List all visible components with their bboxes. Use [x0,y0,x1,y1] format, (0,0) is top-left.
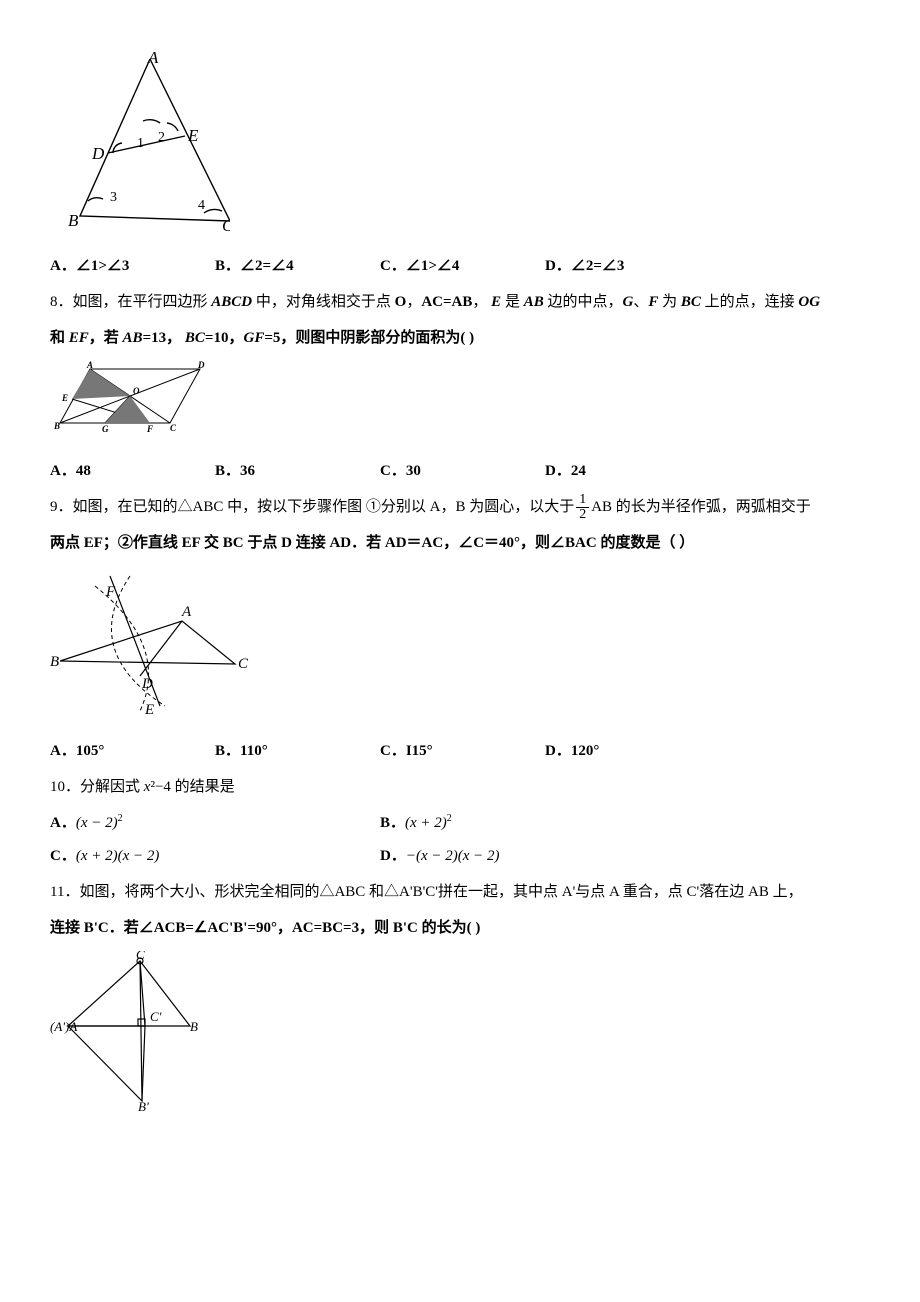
svg-text:B: B [190,1019,198,1034]
q7-figure: A D E B C 1 2 3 4 [50,51,870,244]
svg-text:B: B [50,654,59,670]
svg-text:B': B' [138,1099,149,1111]
lbl-C: C [222,216,230,231]
q9-construction-svg: A B C D E F [50,566,250,716]
q8-text-2: 和 EF，若 AB=13， BC=10，GF=5，则图中阴影部分的面积为( ) [50,322,870,355]
q7-option-b: B．∠2=∠4 [215,250,380,283]
svg-text:D: D [141,676,153,692]
q7-triangle-svg: A D E B C 1 2 3 4 [50,51,230,231]
q8-figure: A D B C E O G F [50,361,870,449]
lbl-B: B [68,211,79,230]
q11-text: 11．如图，将两个大小、形状完全相同的△ABC 和△A'B'C'拼在一起，其中点… [50,876,870,909]
q9-option-c: C．I15° [380,735,545,768]
q10-option-d: D．−(x − 2)(x − 2) [380,840,710,873]
svg-text:B: B [53,421,60,431]
q8-options: A．48 B．36 C．30 D．24 [50,455,870,488]
q7-option-d: D．∠2=∠3 [545,250,710,283]
q10-options-1: A．(x − 2)2 B．(x + 2)2 [50,807,870,840]
q9-option-b: B．110° [215,735,380,768]
svg-text:E: E [61,393,68,403]
svg-text:E: E [144,702,154,716]
q9-option-a: A．105° [50,735,215,768]
q10-text: 10．分解因式 x²−4 的结果是 [50,771,870,804]
q8-option-a: A．48 [50,455,215,488]
svg-text:F: F [105,584,116,600]
svg-text:A: A [86,361,93,370]
q9-text: 9．如图，在已知的△ABC 中，按以下步骤作图 ①分别以 A，B 为圆心，以大于… [50,491,870,524]
svg-text:2: 2 [158,130,165,145]
q10-options-2: C．(x + 2)(x − 2) D．−(x − 2)(x − 2) [50,840,870,873]
q11-figure: C B C' B' (A')A [50,951,870,1124]
lbl-E: E [187,126,199,145]
svg-text:A: A [181,604,192,620]
lbl-D: D [91,144,105,163]
svg-text:C: C [136,951,145,962]
q8-text: 8．如图，在平行四边形 ABCD 中，对角线相交于点 O，AC=AB， E 是 … [50,286,870,319]
q11-text-2: 连接 B'C．若∠ACB=∠AC'B'=90°，AC=BC=3，则 B'C 的长… [50,912,870,945]
svg-text:D: D [197,361,205,370]
q10-option-a: A．(x − 2)2 [50,807,380,840]
q9-options: A．105° B．110° C．I15° D．120° [50,735,870,768]
q10-option-c: C．(x + 2)(x − 2) [50,840,380,873]
svg-text:F: F [146,424,153,434]
svg-text:C: C [170,423,177,433]
svg-text:O: O [133,386,140,396]
svg-text:(A')A: (A')A [50,1019,77,1034]
svg-text:4: 4 [198,198,205,213]
lbl-A: A [147,51,159,67]
svg-text:3: 3 [110,190,117,205]
q7-option-c: C．∠1>∠4 [380,250,545,283]
q7-options: A．∠1>∠3 B．∠2=∠4 C．∠1>∠4 D．∠2=∠3 [50,250,870,283]
q8-option-b: B．36 [215,455,380,488]
q7-option-a: A．∠1>∠3 [50,250,215,283]
q8-option-c: C．30 [380,455,545,488]
q9-text-2: 两点 EF；②作直线 EF 交 BC 于点 D 连接 AD．若 AD＝AC，∠C… [50,527,870,560]
svg-text:C': C' [150,1009,162,1024]
q9-option-d: D．120° [545,735,710,768]
q10-option-b: B．(x + 2)2 [380,807,710,840]
q8-option-d: D．24 [545,455,710,488]
svg-text:G: G [102,424,109,434]
svg-text:1: 1 [137,136,144,151]
q9-figure: A B C D E F [50,566,870,729]
q8-parallelogram-svg: A D B C E O G F [50,361,220,436]
q11-triangles-svg: C B C' B' (A')A [50,951,200,1111]
svg-text:C: C [238,656,249,672]
